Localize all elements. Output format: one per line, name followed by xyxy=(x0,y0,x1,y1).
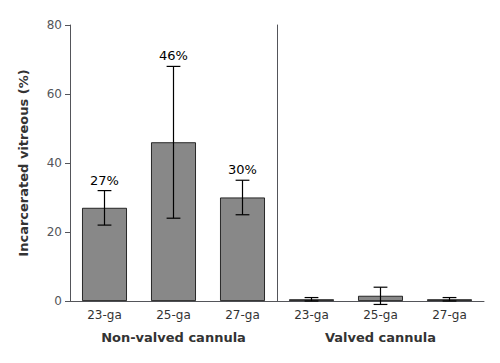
svg-text:23-ga: 23-ga xyxy=(294,308,329,322)
svg-text:25-ga: 25-ga xyxy=(363,308,398,322)
svg-text:0: 0 xyxy=(54,294,62,308)
svg-text:Incarcerated vitreous (%): Incarcerated vitreous (%) xyxy=(16,69,31,256)
svg-text:30%: 30% xyxy=(228,162,257,177)
svg-text:27%: 27% xyxy=(90,173,119,188)
svg-text:46%: 46% xyxy=(159,48,188,63)
svg-text:80: 80 xyxy=(47,18,62,32)
svg-text:Valved cannula: Valved cannula xyxy=(325,330,436,345)
svg-text:25-ga: 25-ga xyxy=(156,308,191,322)
svg-text:Non-valved cannula: Non-valved cannula xyxy=(101,330,246,345)
svg-text:27-ga: 27-ga xyxy=(432,308,467,322)
svg-text:23-ga: 23-ga xyxy=(87,308,122,322)
svg-text:20: 20 xyxy=(47,225,62,239)
svg-text:60: 60 xyxy=(47,87,62,101)
svg-text:40: 40 xyxy=(47,156,62,170)
svg-text:27-ga: 27-ga xyxy=(225,308,260,322)
